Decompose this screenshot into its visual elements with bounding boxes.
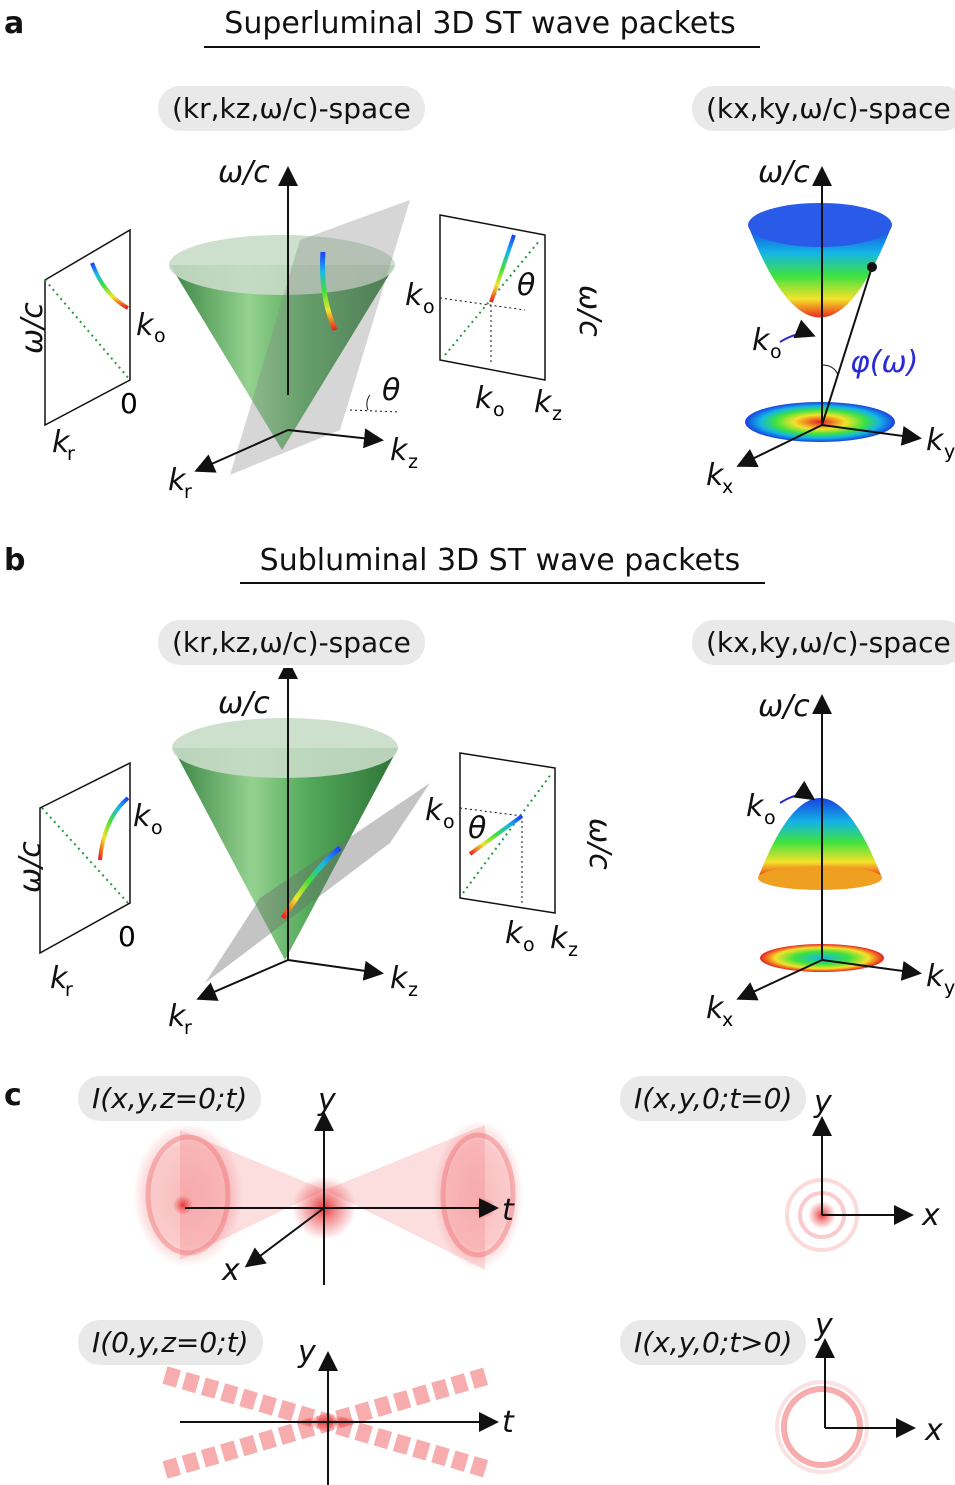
svg-text:x: x [221,1253,240,1288]
plot-label-xy-t0: I(x,y,0;t=0) [620,1076,807,1121]
svg-text:z: z [408,451,418,473]
plot-label-xyz-t: I(x,y,z=0;t) [78,1076,262,1121]
svg-text:θ: θ [517,268,535,303]
svg-text:o: o [770,341,782,363]
svg-text:0: 0 [120,387,138,420]
svg-text:k: k [926,959,945,994]
svg-text:r: r [184,481,192,503]
svg-text:y: y [944,441,955,463]
svg-text:z: z [552,403,562,425]
svg-text:y: y [813,1085,833,1120]
panel-a-right-space-label: (kx,ky,ω/c)-space [692,86,955,131]
svg-text:θ: θ [468,811,486,846]
svg-text:x: x [722,1009,733,1031]
panel-b-title-rule [240,582,765,584]
svg-text:o: o [523,934,535,956]
svg-text:y: y [814,1308,834,1343]
panel-a-title-rule [204,46,760,48]
plot-label-0y-t: I(0,y,z=0;t) [78,1320,263,1365]
svg-text:t: t [502,1193,515,1228]
panel-a-spectral-plane [230,200,410,475]
svg-text:x: x [722,476,733,498]
svg-text:x: x [921,1198,940,1233]
svg-text:k: k [405,278,424,313]
svg-text:k: k [168,463,187,498]
svg-text:k: k [926,423,945,458]
svg-text:k: k [133,799,152,834]
svg-text:k: k [390,961,409,996]
svg-text:o: o [764,807,776,829]
panel-a-left-space-label: (kr,kz,ω/c)-space [158,86,425,131]
svg-text:ω/c: ω/c [758,689,810,724]
svg-text:y: y [944,977,955,999]
svg-text:r: r [65,979,73,1001]
panel-a-title: Superluminal 3D ST wave packets [224,6,736,41]
svg-text:r: r [67,443,75,465]
svg-text:θ: θ [382,373,400,408]
svg-text:ω/c: ω/c [218,686,270,721]
svg-text:k: k [475,381,494,416]
svg-text:k: k [706,991,725,1026]
svg-text:y: y [297,1335,317,1370]
svg-text:k: k [136,308,155,343]
plot-0y-t: y t [162,1335,515,1485]
panel-letter-a: a [4,6,25,41]
svg-text:k: k [390,433,409,468]
svg-text:o: o [443,811,455,833]
svg-text:z: z [568,939,578,961]
svg-text:o: o [154,325,166,347]
svg-text:ω/c: ω/c [218,155,270,190]
svg-text:φ(ω): φ(ω) [850,345,918,380]
panel-c-figure: y t x y x y t y x [133,1083,943,1485]
svg-text:o: o [151,817,163,839]
svg-text:k: k [50,961,69,996]
svg-text:k: k [168,999,187,1034]
svg-text:ω/c: ω/c [758,155,810,190]
svg-text:t: t [502,1405,515,1440]
panel-b-title: Subluminal 3D ST wave packets [259,543,741,578]
svg-text:x: x [924,1413,943,1448]
plot-xy-t0: y x [785,1085,940,1252]
panel-b-spectral-plane [205,783,430,983]
svg-text:k: k [52,425,71,460]
svg-text:0: 0 [118,920,136,953]
svg-text:k: k [550,921,569,956]
svg-text:ω/c: ω/c [572,285,607,337]
svg-text:o: o [493,399,505,421]
svg-text:ω/c: ω/c [15,302,50,354]
svg-text:ω/c: ω/c [582,818,617,870]
svg-text:ω/c: ω/c [13,841,48,893]
svg-text:y: y [317,1083,337,1118]
svg-text:k: k [534,385,553,420]
plot-xy-tgt0: y x [775,1308,943,1474]
svg-text:k: k [752,323,771,358]
plot-label-xy-tgt0: I(x,y,0;t>0) [620,1320,807,1365]
panel-b-right-space-label: (kx,ky,ω/c)-space [692,620,955,665]
panel-letter-b: b [4,543,26,578]
plot-xyz-t: y t x [133,1083,523,1288]
svg-text:o: o [423,296,435,318]
panel-letter-c: c [4,1078,22,1113]
svg-text:k: k [746,789,765,824]
svg-text:k: k [505,916,524,951]
svg-text:k: k [425,793,444,828]
svg-text:r: r [184,1017,192,1039]
svg-text:z: z [408,979,418,1001]
panel-b-left-space-label: (kr,kz,ω/c)-space [158,620,425,665]
svg-text:k: k [706,458,725,493]
